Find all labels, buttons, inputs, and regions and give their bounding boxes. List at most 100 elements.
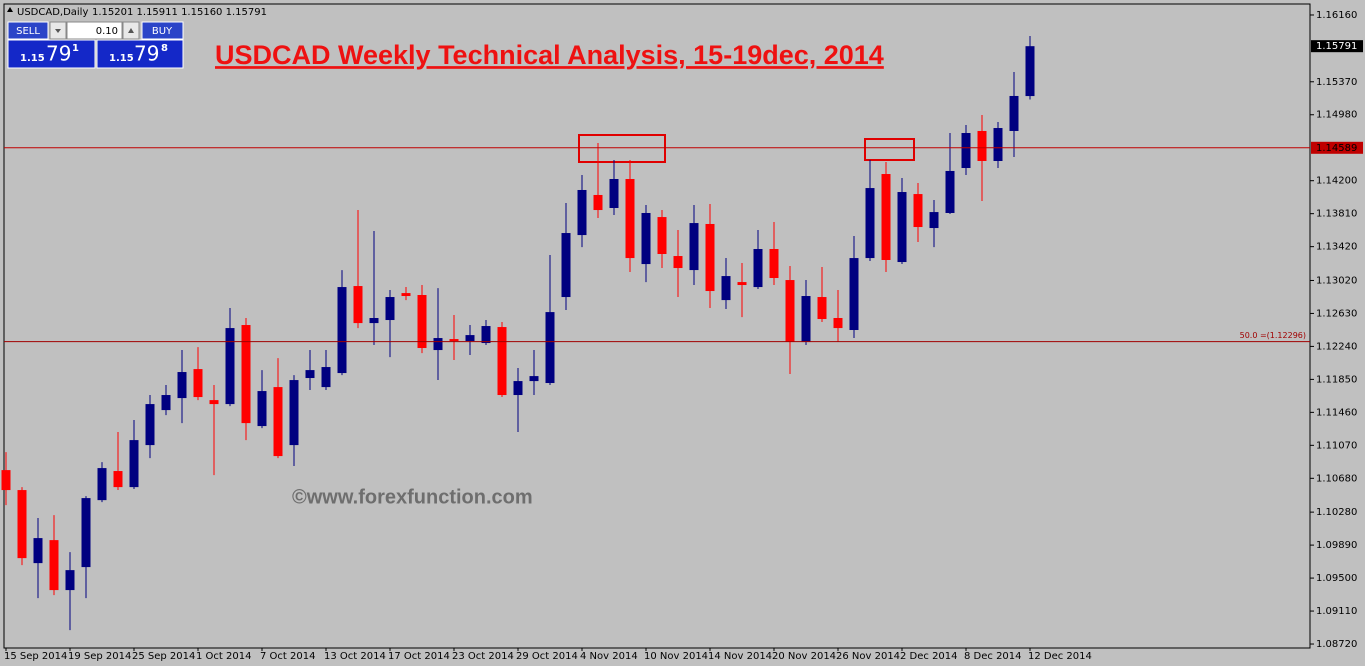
candle-body xyxy=(1009,95,1019,131)
x-tick-label: 20 Nov 2014 xyxy=(772,651,836,662)
candle-body xyxy=(97,468,107,501)
x-tick-label: 17 Oct 2014 xyxy=(388,651,450,662)
candle-body xyxy=(161,395,171,411)
lot-down-icon xyxy=(55,29,61,33)
ask-box[interactable] xyxy=(96,39,184,69)
candle-body xyxy=(657,217,667,254)
y-tick-label: 1.12240 xyxy=(1316,341,1357,352)
x-tick-label: 2 Dec 2014 xyxy=(900,651,958,662)
candle-body xyxy=(1,470,11,491)
lot-field[interactable] xyxy=(66,21,123,40)
y-tick-label: 1.09500 xyxy=(1316,573,1357,584)
y-tick-label: 1.08720 xyxy=(1316,639,1357,650)
candle-body xyxy=(401,293,411,297)
candle-body xyxy=(145,404,155,446)
candle-body xyxy=(817,297,827,320)
candle-body xyxy=(865,188,875,259)
buy-button[interactable] xyxy=(141,21,184,40)
watermark: ©www.forexfunction.com xyxy=(292,486,533,508)
ohlc-text: 1.15201 1.15911 1.15160 1.15791 xyxy=(92,7,267,18)
marks xyxy=(1,36,1035,631)
candle-body xyxy=(977,130,987,161)
x-tick-label: 1 Oct 2014 xyxy=(196,651,251,662)
x-tick-label: 26 Nov 2014 xyxy=(836,651,900,662)
bid-pips: 79 xyxy=(46,42,71,66)
x-tick-label: 23 Oct 2014 xyxy=(452,651,514,662)
collapse-icon[interactable] xyxy=(7,7,13,12)
lot-value: 0.10 xyxy=(96,26,118,37)
candle-body xyxy=(929,212,939,229)
candle-body xyxy=(593,194,603,211)
candle-body xyxy=(305,370,315,379)
candle-body xyxy=(545,312,555,384)
candle-body xyxy=(737,282,747,286)
price-box xyxy=(1311,40,1363,53)
candle-body xyxy=(801,296,811,343)
y-tick-label: 1.11070 xyxy=(1316,440,1357,451)
sell-button[interactable] xyxy=(7,21,49,40)
x-tick-label: 12 Dec 2014 xyxy=(1028,651,1092,662)
candle-body xyxy=(625,179,635,259)
x-tick-label: 4 Nov 2014 xyxy=(580,651,638,662)
price-label: 1.15791 xyxy=(1316,41,1357,52)
symbol-label: USDCAD,Daily xyxy=(17,7,88,18)
candle-body xyxy=(753,249,763,288)
x-tick-label: 15 Sep 2014 xyxy=(4,651,67,662)
y-tick-label: 1.14980 xyxy=(1316,110,1357,121)
chart-title: USDCAD Weekly Technical Analysis, 15-19d… xyxy=(215,40,884,70)
candle-body xyxy=(417,295,427,349)
candle-body xyxy=(273,387,283,457)
ask-big: 1.15 xyxy=(109,53,134,64)
candle-body xyxy=(849,258,859,331)
candle-body xyxy=(705,223,715,292)
y-tick-label: 1.10280 xyxy=(1316,507,1357,518)
bid-point: 1 xyxy=(72,43,79,54)
candle-body xyxy=(481,326,491,344)
buy-label: BUY xyxy=(152,26,173,37)
candle-body xyxy=(209,400,219,405)
candle-body xyxy=(129,440,139,488)
candle-body xyxy=(529,376,539,382)
candle-body xyxy=(241,325,251,424)
candle-body xyxy=(833,318,843,329)
bid-box[interactable] xyxy=(7,39,96,69)
candle-body xyxy=(497,327,507,396)
candle-body xyxy=(769,249,779,279)
x-tick-label: 14 Nov 2014 xyxy=(708,651,772,662)
candle-body xyxy=(609,179,619,209)
candle-body xyxy=(193,369,203,398)
candle-body xyxy=(561,233,571,298)
candle-body xyxy=(81,498,91,568)
x-tick-label: 13 Oct 2014 xyxy=(324,651,386,662)
bid-big: 1.15 xyxy=(20,53,45,64)
candle-body xyxy=(113,471,123,488)
candle-body xyxy=(913,194,923,228)
sell-label: SELL xyxy=(16,26,40,37)
candle-body xyxy=(33,538,43,564)
candle-body xyxy=(385,297,395,321)
line-price-label: 1.14589 xyxy=(1316,143,1357,154)
y-tick-label: 1.09110 xyxy=(1316,606,1357,617)
y-tick-label: 1.13810 xyxy=(1316,209,1357,220)
y-tick-label: 1.09890 xyxy=(1316,540,1357,551)
candle-body xyxy=(177,372,187,399)
x-tick-label: 29 Oct 2014 xyxy=(516,651,578,662)
line-price-box xyxy=(1311,141,1363,154)
candle-body xyxy=(257,391,267,427)
candle-body xyxy=(689,223,699,271)
ask-point: 8 xyxy=(161,43,168,54)
highlight-box xyxy=(864,138,915,161)
candle-body xyxy=(369,318,379,324)
highlight-box xyxy=(578,134,666,163)
plot-frame xyxy=(3,3,1311,649)
y-tick-label: 1.10680 xyxy=(1316,473,1357,484)
x-tick-label: 8 Dec 2014 xyxy=(964,651,1022,662)
y-tick-label: 1.14200 xyxy=(1316,176,1357,187)
candle-body xyxy=(577,189,587,236)
candle-body xyxy=(433,338,443,351)
candle-body xyxy=(17,490,27,559)
y-tick-label: 1.11460 xyxy=(1316,407,1357,418)
y-tick-label: 1.15370 xyxy=(1316,77,1357,88)
y-tick-label: 1.12630 xyxy=(1316,308,1357,319)
